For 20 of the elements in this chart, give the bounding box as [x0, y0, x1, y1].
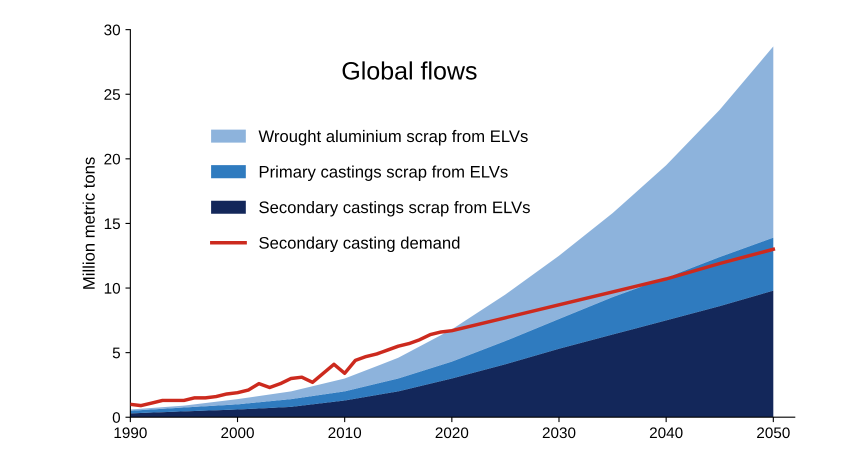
x-tick-label: 2050: [757, 427, 790, 438]
legend-label: Secondary castings scrap from ELVs: [259, 200, 530, 217]
y-tick-label: 0: [112, 412, 120, 423]
x-tick-label: 2030: [542, 427, 576, 438]
legend-label: Wrought aluminium scrap from ELVs: [258, 130, 528, 146]
x-tick-label: 1990: [114, 427, 147, 438]
y-tick-label: 15: [104, 218, 120, 230]
text: Global flows: [342, 61, 477, 80]
legend-label: Primary castings scrap from ELVs: [260, 165, 508, 181]
y-axis-title: Million metric tons: [82, 157, 95, 289]
x-tick-label: 2020: [436, 427, 468, 438]
x-tick-label: 2010: [328, 427, 362, 438]
y-tick-label: 30: [104, 24, 120, 36]
x-tick-label: 2040: [650, 427, 683, 438]
x-tick-label: 2000: [221, 427, 254, 438]
y-tick-label: 10: [104, 282, 120, 294]
y-tick-label: 25: [104, 89, 120, 100]
y-tick-label: 5: [112, 348, 120, 358]
legend-label: Secondary casting demand: [259, 236, 460, 252]
y-tick-label: 20: [104, 154, 120, 165]
